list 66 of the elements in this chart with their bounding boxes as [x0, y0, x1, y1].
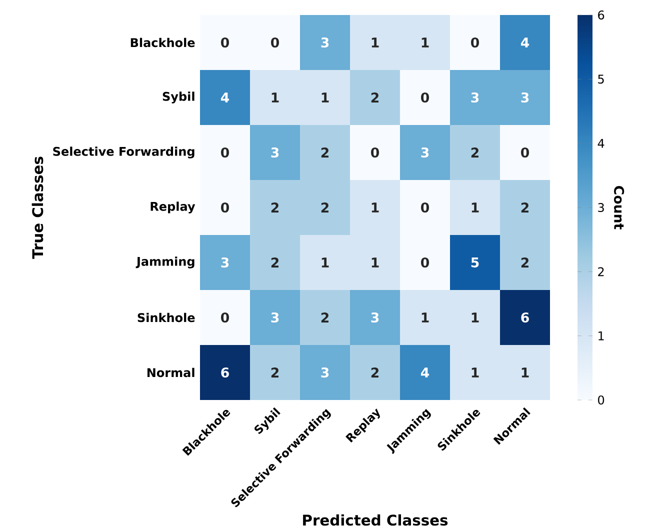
data-label: 1 — [472, 368, 479, 378]
color-bar-label: 2 — [598, 267, 604, 276]
data-label: 0 — [471, 37, 479, 48]
data-label: 3 — [221, 257, 229, 268]
data-label: 2 — [521, 202, 528, 212]
data-label: 2 — [271, 202, 278, 212]
data-label: 1 — [372, 202, 379, 212]
color-bar-label: 5 — [598, 74, 604, 84]
color-bar-label: 3 — [598, 202, 604, 212]
y-tick-label: Selective Forwarding — [53, 146, 194, 158]
data-label: 1 — [322, 258, 329, 268]
data-label: 2 — [321, 148, 328, 158]
data-label: 0 — [221, 37, 229, 48]
data-label: 1 — [522, 368, 529, 378]
data-label: 4 — [220, 92, 230, 102]
data-label: 2 — [321, 312, 328, 322]
data-label: 3 — [271, 312, 279, 323]
data-label: 4 — [520, 38, 530, 48]
data-label: 2 — [471, 148, 478, 158]
data-label: 0 — [421, 202, 429, 213]
data-label: 3 — [521, 92, 529, 103]
y-axis-title: True Classes — [32, 156, 44, 259]
y-tick-label: Jamming — [136, 256, 194, 268]
data-label: 1 — [422, 312, 429, 322]
data-label: 5 — [471, 258, 479, 268]
data-label: 0 — [271, 37, 279, 48]
data-label: 1 — [472, 202, 479, 212]
data-label: 2 — [271, 258, 278, 268]
data-label: 2 — [521, 258, 528, 268]
data-label: 0 — [371, 147, 379, 158]
data-label: 0 — [421, 92, 429, 103]
data-label: 6 — [221, 367, 229, 378]
data-label: 2 — [371, 92, 378, 102]
y-tick-label: Sybil — [162, 92, 194, 104]
data-label: 3 — [471, 92, 479, 103]
color-bar-label: 0 — [598, 395, 604, 405]
data-label: 2 — [321, 202, 328, 212]
data-label: 3 — [321, 37, 329, 48]
data-label: 0 — [221, 147, 229, 158]
data-label: 1 — [472, 312, 479, 322]
data-label: 0 — [221, 312, 229, 323]
data-label: 0 — [421, 257, 429, 268]
data-label: 1 — [272, 92, 279, 102]
y-tick-label: Blackhole — [130, 38, 195, 48]
data-label: 4 — [420, 368, 430, 378]
data-label: 0 — [221, 202, 229, 213]
color-bar-label: 6 — [598, 10, 604, 20]
data-label: 0 — [521, 147, 529, 158]
data-label: 2 — [271, 368, 278, 378]
data-label: 1 — [322, 92, 329, 102]
data-label: 3 — [371, 312, 379, 323]
y-tick-label: Replay — [150, 202, 196, 214]
y-tick-label: Normal — [147, 368, 194, 378]
color-bar-label: 1 — [598, 331, 604, 340]
data-label: 1 — [372, 258, 379, 268]
data-label: 6 — [521, 312, 529, 323]
color-bar-label: 4 — [598, 138, 604, 148]
data-label: 1 — [372, 38, 379, 48]
data-label: 3 — [321, 367, 329, 378]
x-axis-title: Predicted Classes — [303, 514, 448, 526]
color-bar-title: Count — [614, 186, 624, 230]
data-label: 1 — [422, 38, 429, 48]
data-label: 3 — [421, 147, 429, 158]
data-label: 2 — [371, 368, 378, 378]
y-tick-label: Sinkhole — [138, 312, 195, 322]
data-label: 3 — [271, 147, 279, 158]
